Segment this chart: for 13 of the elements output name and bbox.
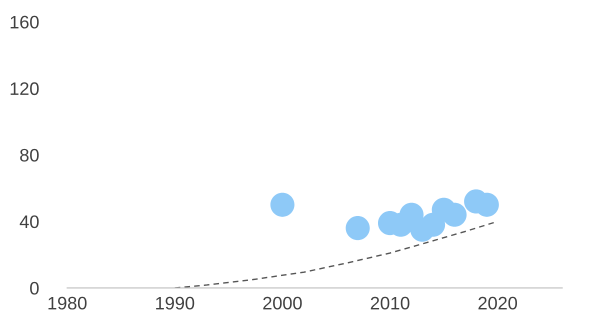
x-tick-label: 1980 — [48, 296, 87, 310]
y-tick-label: 80 — [20, 148, 39, 162]
y-tick-label: 160 — [10, 16, 39, 29]
y-tick-label: 40 — [20, 215, 39, 228]
point — [442, 202, 467, 227]
point — [346, 216, 370, 240]
y-tick-label: 0 — [30, 282, 39, 295]
point — [270, 192, 294, 217]
x-tick-label: 2020 — [478, 296, 518, 310]
y-tick-label: 120 — [10, 82, 39, 96]
x-tick-label: 2010 — [370, 296, 410, 310]
x-tick-label: 1990 — [156, 296, 194, 310]
x-tick-label: 2000 — [263, 296, 302, 310]
